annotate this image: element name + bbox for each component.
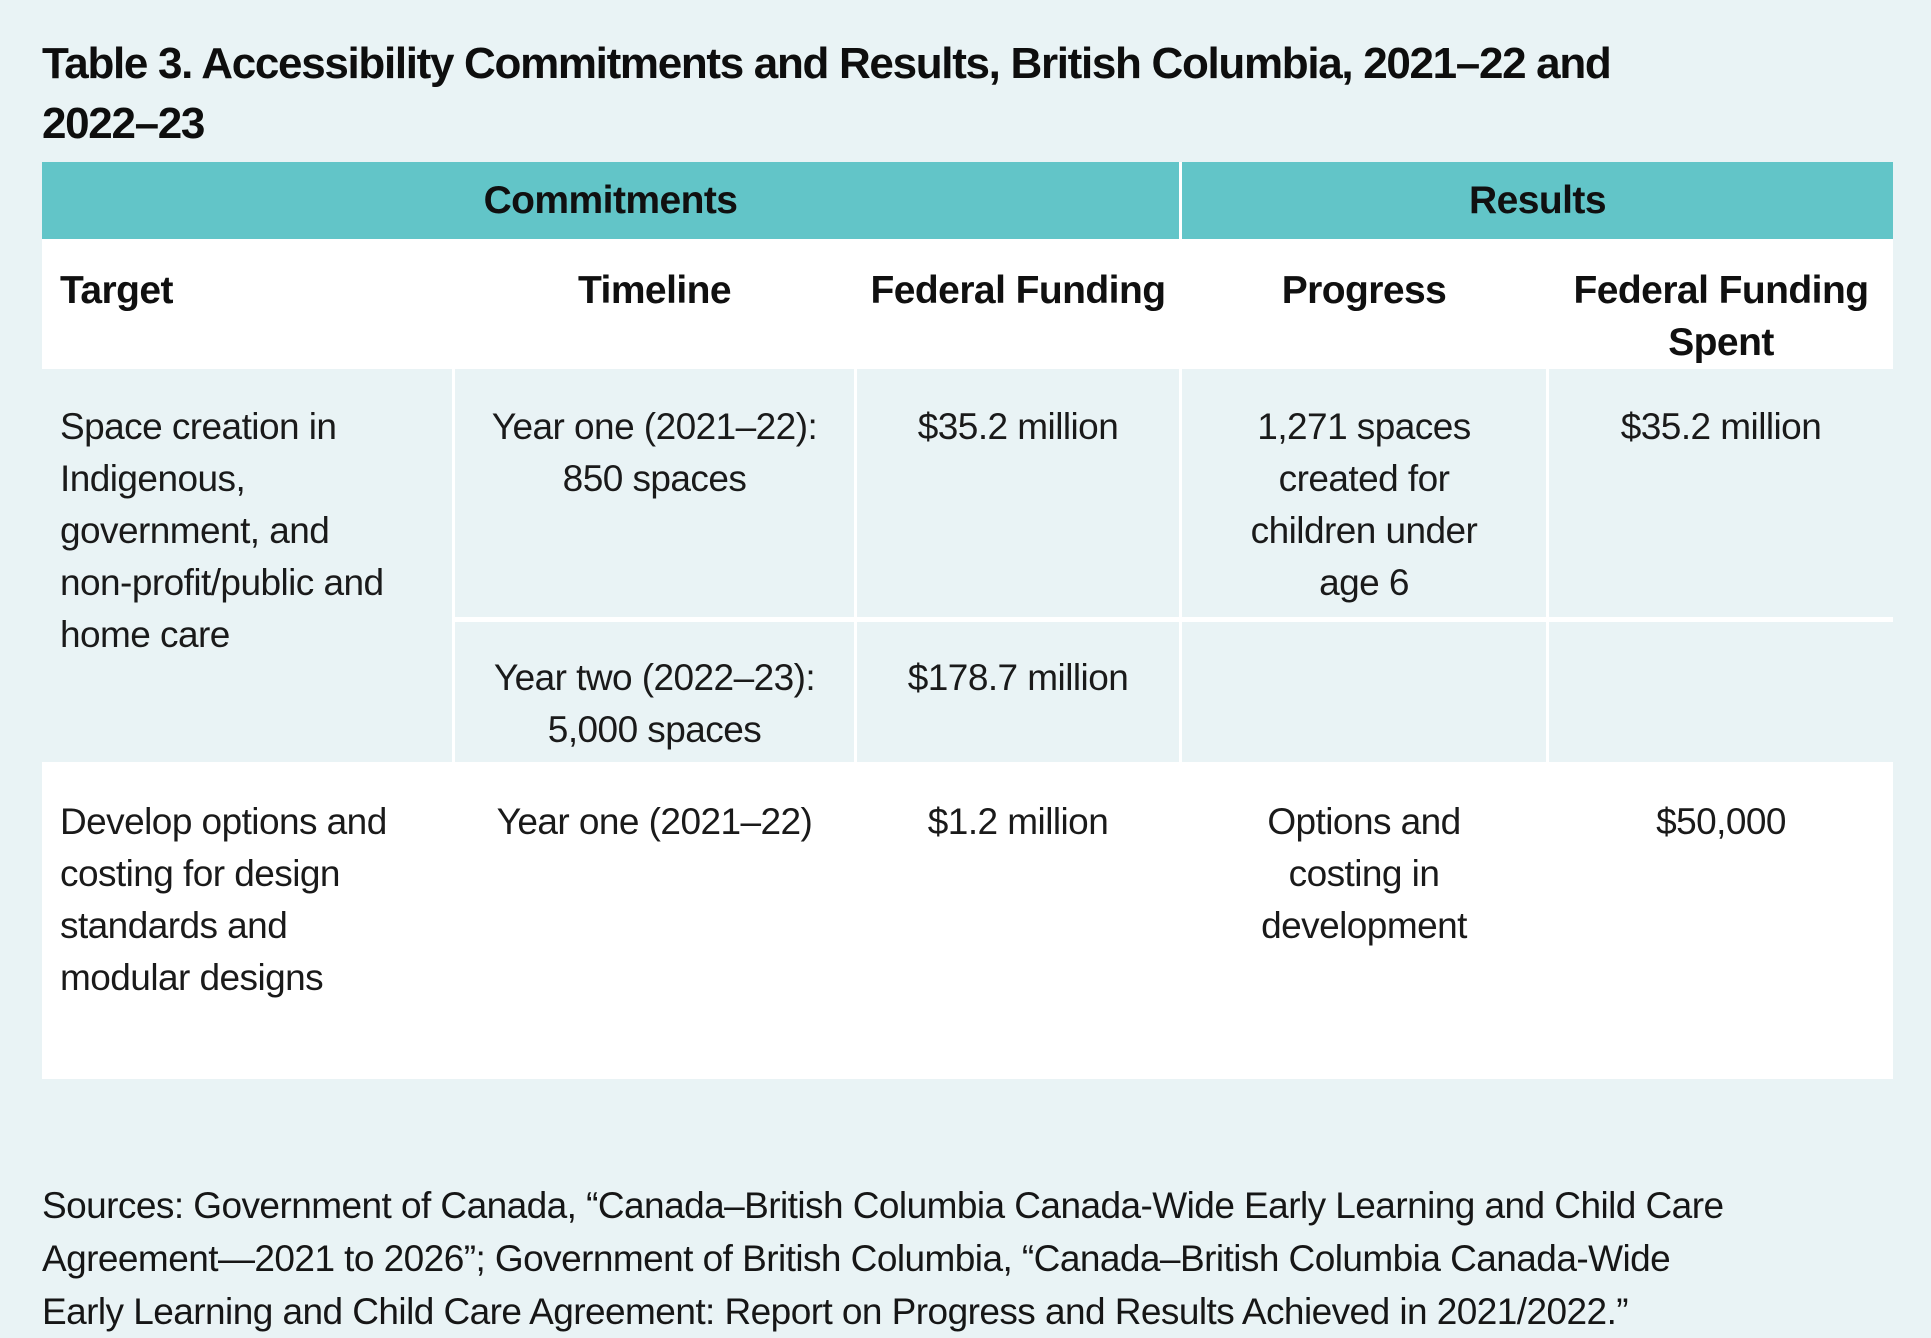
row1-timeline-year-one-value: Year one (2021–22): 850 spaces [491, 406, 818, 499]
row2-timeline-value: Year one (2021–22) [496, 801, 813, 842]
sources-line-2: Agreement—2021 to 2026”; Government of B… [42, 1238, 1671, 1279]
group-header-commitments: Commitments [42, 162, 1179, 239]
accessibility-commitments-table: Commitments Results Target Timeline Fede… [42, 162, 1893, 1079]
column-header-target: Target [42, 239, 452, 369]
table-title-line-2: 2022–23 [42, 99, 205, 148]
row2-progress-value: Options and costing in development [1261, 801, 1467, 946]
sources-line-3: Early Learning and Child Care Agreement:… [42, 1291, 1629, 1332]
row1-federal-funding-spent-cell: $35.2 million [1549, 369, 1893, 617]
column-header-progress: Progress [1182, 239, 1546, 369]
row1-progress-empty-cell [1182, 617, 1546, 762]
row1-progress-value: 1,271 spaces created for children under … [1250, 406, 1478, 603]
group-header-results: Results [1182, 162, 1893, 239]
row2-progress-cell: Options and costing in development [1182, 762, 1546, 1079]
table-title-line-1: Table 3. Accessibility Commitments and R… [42, 39, 1612, 88]
column-header-federal-funding: Federal Funding [857, 239, 1179, 369]
table-row: Space creation in Indigenous, government… [42, 369, 452, 762]
table-row: Develop options and costing for design s… [42, 762, 452, 1079]
column-header-federal-funding-spent: Federal Funding Spent [1549, 239, 1893, 369]
row1-progress-cell: 1,271 spaces created for children under … [1182, 369, 1546, 617]
row2-target-value: Develop options and costing for design s… [60, 801, 387, 998]
row2-timeline-cell: Year one (2021–22) [455, 762, 854, 1079]
row2-federal-funding-cell: $1.2 million [857, 762, 1179, 1079]
row1-timeline-year-two-cell: Year two (2022–23): 5,000 spaces [455, 617, 854, 762]
row1-target-value: Space creation in Indigenous, government… [60, 406, 384, 655]
row1-federal-funding-spent-empty-cell [1549, 617, 1893, 762]
row2-federal-funding-spent-cell: $50,000 [1549, 762, 1893, 1079]
sources-line-1: Sources: Government of Canada, “Canada–B… [42, 1185, 1724, 1226]
table-title: Table 3. Accessibility Commitments and R… [42, 34, 1893, 154]
column-header-timeline: Timeline [455, 239, 854, 369]
row1-federal-funding-year-one-cell: $35.2 million [857, 369, 1179, 617]
row1-timeline-year-one-cell: Year one (2021–22): 850 spaces [455, 369, 854, 617]
sources-note: Sources: Government of Canada, “Canada–B… [42, 1179, 1893, 1338]
row1-federal-funding-year-two-cell: $178.7 million [857, 617, 1179, 762]
row1-timeline-year-two-value: Year two (2022–23): 5,000 spaces [493, 657, 816, 750]
